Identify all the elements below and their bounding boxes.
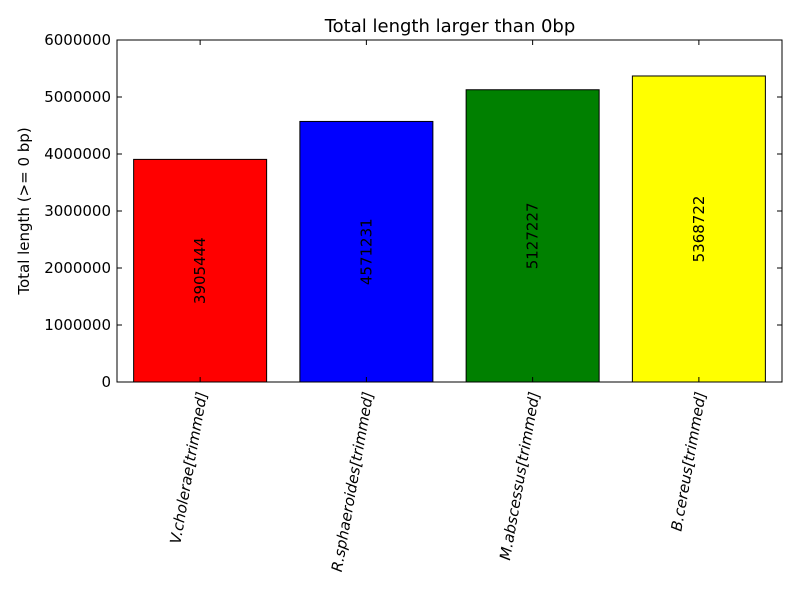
value-label-3: 5368722 [690, 196, 708, 263]
bar-2 [465, 89, 600, 383]
value-label-2: 5127227 [524, 202, 542, 269]
y-tick-label-2: 2000000 [44, 259, 111, 277]
plot-area-frame [116, 39, 783, 383]
bar-3 [631, 75, 766, 383]
y-tick-label-6: 6000000 [44, 31, 111, 49]
bars-group: 3905444 4571231 5127227 5368722 [133, 75, 766, 383]
y-tick-label-0: 0 [101, 373, 111, 391]
chart-title: Total length larger than 0bp [324, 16, 576, 37]
y-axis-label: Total length (>= 0 bp) [15, 127, 33, 295]
value-label-0: 3905444 [191, 237, 209, 304]
bar-0 [133, 158, 268, 383]
value-label-1: 4571231 [357, 218, 375, 285]
bar-1 [299, 120, 434, 383]
y-tick-label-3: 3000000 [44, 202, 111, 220]
y-tick-label-1: 1000000 [44, 316, 111, 334]
y-tick-label-5: 5000000 [44, 88, 111, 106]
y-tick-label-4: 4000000 [44, 145, 111, 163]
